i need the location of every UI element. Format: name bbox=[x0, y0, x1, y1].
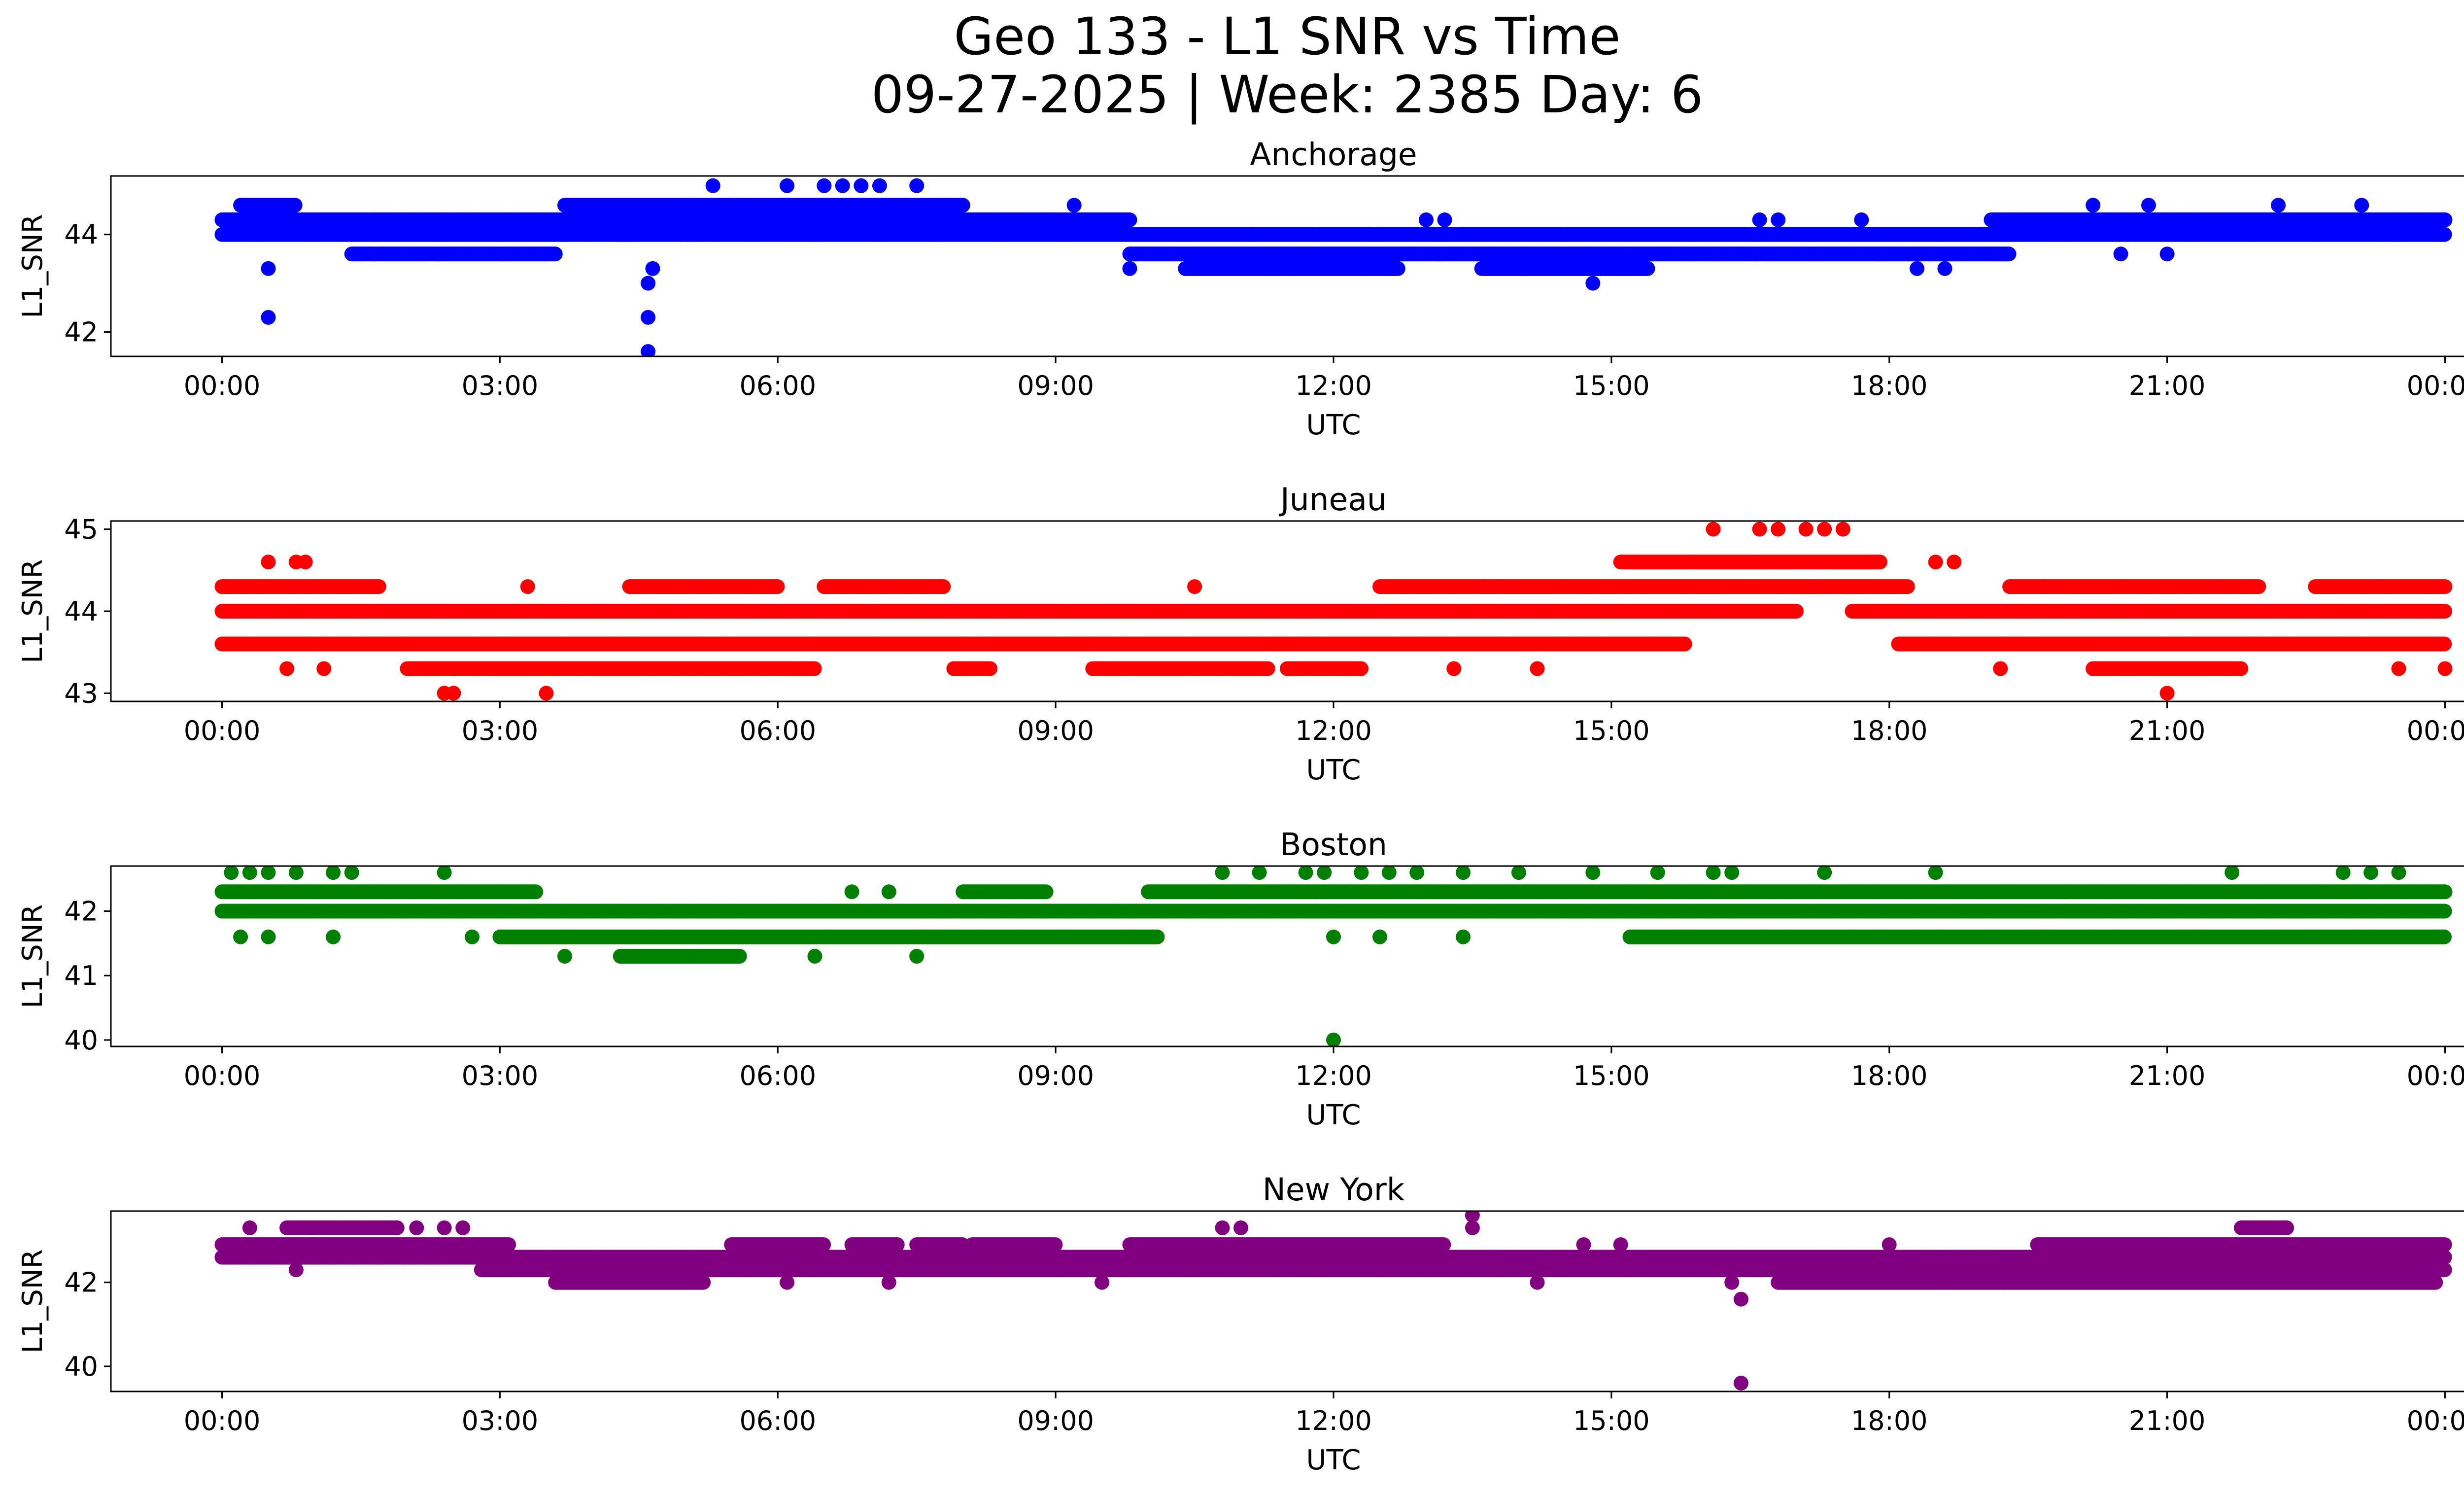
data-point bbox=[2086, 198, 2101, 213]
data-point bbox=[1937, 261, 1952, 276]
x-axis-label: UTC bbox=[1306, 409, 1361, 441]
data-point bbox=[1640, 261, 1655, 276]
data-point bbox=[2437, 212, 2453, 227]
data-point bbox=[287, 198, 303, 213]
x-tick-label: 09:00 bbox=[1017, 370, 1094, 401]
data-point bbox=[261, 261, 276, 276]
x-tick-label: 15:00 bbox=[1573, 370, 1650, 401]
data-point bbox=[1122, 212, 1137, 227]
data-point bbox=[1122, 261, 1137, 276]
data-point bbox=[780, 178, 795, 193]
x-tick-label: 18:00 bbox=[1851, 370, 1928, 401]
data-point bbox=[2001, 246, 2017, 262]
data-point bbox=[872, 178, 887, 193]
x-tick-label: 06:00 bbox=[739, 370, 816, 401]
x-tick-label: 03:00 bbox=[462, 370, 539, 401]
y-tick-label: 42 bbox=[64, 317, 98, 348]
data-point bbox=[1854, 212, 1869, 227]
data-point bbox=[1585, 276, 1601, 291]
data-point bbox=[1437, 212, 1452, 227]
data-point bbox=[1771, 212, 1786, 227]
data-point bbox=[261, 310, 276, 325]
data-point bbox=[1419, 212, 1434, 227]
data-point bbox=[2437, 227, 2452, 242]
data-point bbox=[641, 310, 656, 325]
chart-panels: Anchorage 00:00 03:00 06:00 09:00 12:00 15:00 1… bbox=[17, 137, 2464, 1476]
x-tick-label: 00:00 bbox=[2407, 370, 2464, 401]
data-point bbox=[705, 178, 720, 193]
panel-anchorage: Anchorage 00:00 03:00 06:00 09:00 12:00 15:00 1… bbox=[17, 137, 2464, 441]
data-point bbox=[909, 178, 924, 193]
data-point bbox=[641, 344, 656, 356]
data-point bbox=[955, 198, 970, 213]
subplot-title: Juneau bbox=[1278, 482, 1387, 518]
data-point bbox=[645, 261, 660, 276]
data-point bbox=[1066, 198, 1082, 213]
data-point bbox=[1910, 261, 1925, 276]
data-series bbox=[214, 178, 2453, 356]
y-axis-label: L1_SNR bbox=[17, 214, 49, 318]
data-point bbox=[817, 178, 832, 193]
data-series bbox=[214, 522, 2453, 701]
data-point bbox=[2159, 246, 2175, 262]
data-point bbox=[2141, 198, 2156, 213]
data-point bbox=[548, 246, 563, 262]
data-point bbox=[1752, 212, 1767, 227]
data-point bbox=[854, 178, 869, 193]
figure-title-line1: Geo 133 - L1 SNR vs Time bbox=[954, 6, 1620, 67]
data-point bbox=[613, 227, 628, 242]
data-point bbox=[641, 276, 656, 291]
data-point bbox=[2271, 198, 2286, 213]
data-point bbox=[2113, 246, 2128, 262]
x-tick-label: 21:00 bbox=[2129, 370, 2206, 401]
subplot-title: Anchorage bbox=[1250, 137, 1417, 173]
y-tick-label: 44 bbox=[64, 219, 98, 250]
x-tick-label: 00:00 bbox=[184, 370, 261, 401]
data-point bbox=[835, 178, 850, 193]
data-point bbox=[2354, 198, 2369, 213]
figure-title-line2: 09-27-2025 | Week: 2385 Day: 6 bbox=[871, 65, 1703, 125]
x-tick-label: 12:00 bbox=[1295, 370, 1372, 401]
data-point bbox=[1390, 261, 1405, 276]
